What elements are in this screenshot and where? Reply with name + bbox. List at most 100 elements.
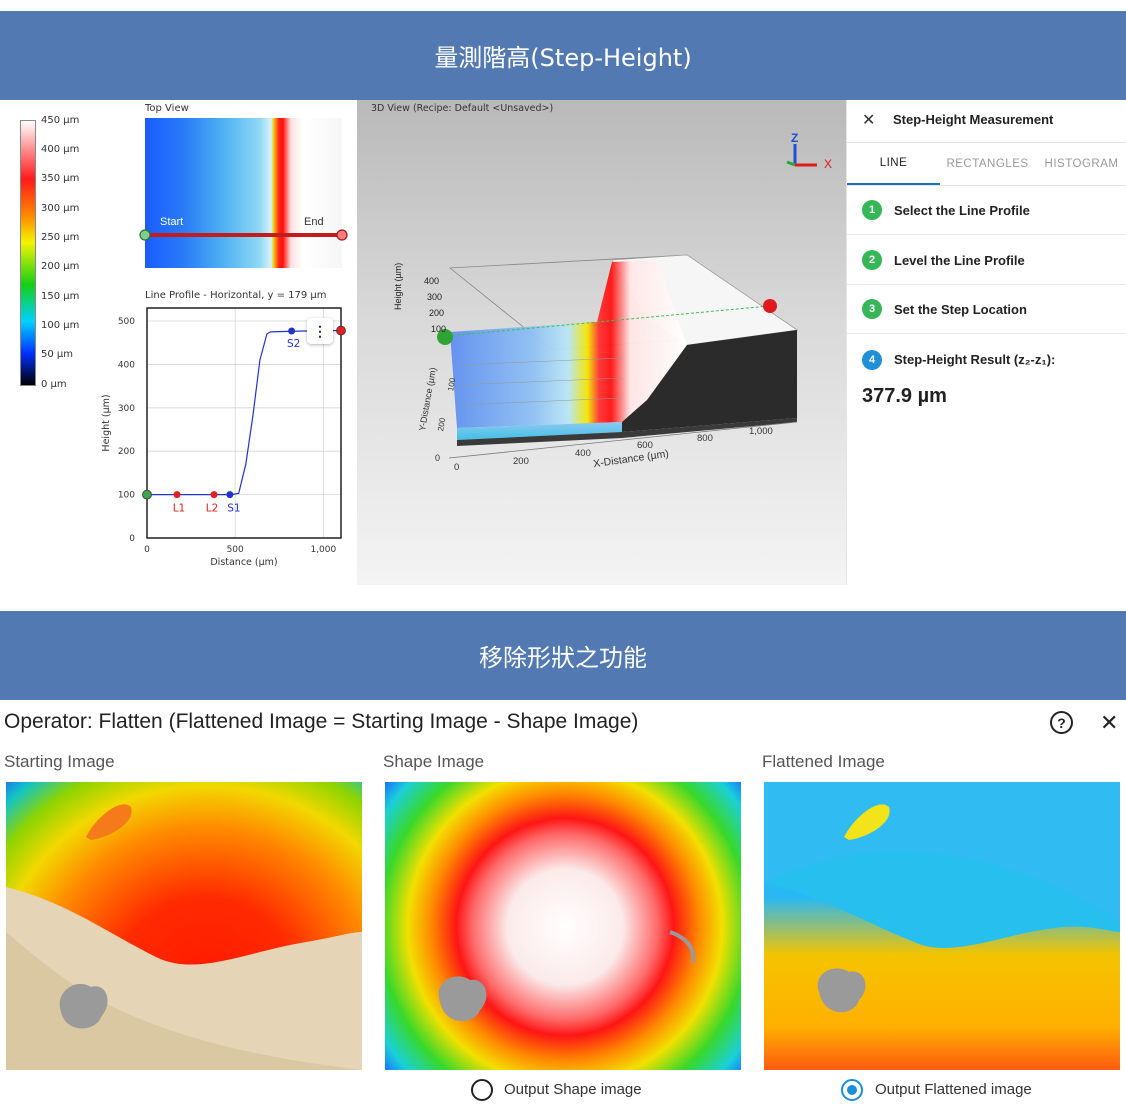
top-view-end-label: End	[304, 216, 324, 228]
marker-l1	[173, 491, 181, 499]
grid-line	[456, 397, 623, 406]
marker-l2	[210, 491, 218, 499]
marker-label: L2	[206, 503, 219, 515]
section-title: 移除形狀之功能	[479, 644, 647, 672]
profile-series-line	[147, 330, 341, 496]
profile-end-handle[interactable]	[336, 229, 348, 241]
color-scale: 450 µm 400 µm 350 µm 300 µm 250 µm 200 µ…	[20, 115, 100, 390]
color-scale-label: 100 µm	[41, 320, 80, 331]
step-number-badge: 2	[862, 250, 882, 270]
surface-base-side	[457, 418, 797, 446]
gizmo-z-label: Z	[791, 131, 799, 145]
color-scale-label: 0 µm	[41, 379, 67, 390]
profile-endpoint	[142, 489, 152, 500]
y-tick-label: 0	[129, 534, 135, 544]
marker-label: S1	[227, 503, 240, 515]
step-height-result-value: 377.9 µm	[862, 385, 947, 407]
step-select-line-profile[interactable]: 1 Select the Line Profile	[847, 186, 1126, 235]
height-tick: 400	[424, 276, 440, 286]
plot-frame	[146, 307, 342, 539]
profile-endpoint	[336, 325, 346, 336]
x-tick: 0	[454, 462, 460, 473]
panel-title: Step-Height Measurement	[893, 112, 1054, 127]
output-shape-label[interactable]: Output Shape image	[504, 1081, 642, 1098]
x-tick: 600	[637, 440, 653, 451]
x-tick: 400	[575, 448, 591, 459]
profile-end-ball[interactable]	[763, 299, 777, 313]
view3d-panel: 3D View (Recipe: Default <Unsaved>)	[357, 100, 846, 585]
surface-top	[450, 260, 687, 428]
height-tick: 100	[431, 324, 447, 334]
gizmo-y-axis	[786, 160, 796, 167]
step-height-panel: ✕ Step-Height Measurement LINE RECTANGLE…	[846, 100, 1126, 585]
step-label: Select the Line Profile	[894, 202, 1030, 218]
x-tick-label: 500	[227, 545, 244, 555]
marker-label: L1	[173, 503, 186, 515]
shape-image-label: Shape Image	[383, 752, 485, 771]
step-level-line-profile[interactable]: 2 Level the Line Profile	[847, 236, 1126, 285]
zero-label: 0	[435, 453, 441, 463]
line-profile-menu-button[interactable]: ⋮	[307, 318, 333, 344]
profile-start-handle[interactable]	[139, 229, 151, 241]
close-icon[interactable]: ✕	[862, 112, 876, 129]
color-scale-bar	[20, 120, 36, 386]
starting-image-label: Starting Image	[4, 752, 115, 771]
output-flattened-radio[interactable]	[841, 1079, 863, 1101]
marker-s2	[288, 327, 296, 335]
x-tick: 800	[697, 433, 713, 444]
marker-label: S2	[287, 338, 300, 350]
color-scale-label: 350 µm	[41, 173, 80, 184]
y-tick-label: 400	[118, 360, 135, 370]
step-set-step-location[interactable]: 3 Set the Step Location	[847, 285, 1126, 334]
output-shape-radio[interactable]	[471, 1079, 493, 1101]
grid-line	[456, 377, 623, 386]
shape-image	[385, 782, 741, 1070]
view3d-scene	[437, 144, 817, 459]
surface-base	[622, 330, 797, 432]
help-circle-icon[interactable]: ?	[1050, 711, 1073, 734]
gizmo-x-label: X	[824, 157, 833, 171]
top-view-start-label: Start	[160, 216, 184, 228]
section-title: 量測階高(Step-Height)	[434, 44, 692, 72]
surface-front-face	[457, 422, 622, 440]
step-label: Step-Height Result (z₂-z₁):	[894, 352, 1056, 367]
color-scale-label: 450 µm	[41, 115, 80, 126]
line-profile-title: Line Profile - Horizontal, y = 179 µm	[145, 290, 327, 301]
more-vertical-icon: ⋮	[313, 322, 327, 339]
section-banner-remove-shape: 移除形狀之功能	[0, 611, 1126, 700]
output-flattened-label[interactable]: Output Flattened image	[875, 1081, 1032, 1098]
step-label: Set the Step Location	[894, 301, 1027, 317]
color-scale-label: 50 µm	[41, 349, 74, 360]
starting-image	[6, 782, 362, 1070]
color-scale-label: 150 µm	[41, 291, 80, 302]
tab-histogram[interactable]: HISTOGRAM	[1044, 158, 1119, 170]
x-tick-label: 0	[144, 545, 150, 555]
close-icon[interactable]: ✕	[1100, 710, 1119, 735]
y-tick-label: 200	[118, 447, 135, 457]
y-tick-label: 500	[118, 317, 135, 327]
top-view-image	[145, 118, 342, 268]
x-tick: 200	[513, 456, 529, 467]
x-tick: 1,000	[749, 426, 773, 437]
y-tick-label: 100	[118, 491, 135, 501]
view3d-title: 3D View (Recipe: Default <Unsaved>)	[371, 103, 554, 114]
flattened-image-label: Flattened Image	[762, 752, 885, 771]
step-number-badge: 3	[862, 299, 882, 319]
tab-rectangles[interactable]: RECTANGLES	[946, 158, 1029, 170]
y-tick-label: 300	[118, 404, 135, 414]
profile-start-ball[interactable]	[437, 329, 453, 345]
step-number-badge: 1	[862, 200, 882, 220]
color-scale-label: 300 µm	[41, 203, 80, 214]
flattened-image	[764, 782, 1120, 1070]
step-number-badge: 4	[862, 349, 882, 370]
grid-line	[456, 357, 623, 366]
top-view-line-overlay	[139, 229, 348, 241]
section-banner-step-height: 量測階高(Step-Height)	[0, 11, 1126, 100]
color-scale-label: 250 µm	[41, 232, 80, 243]
x-axis-label: Distance (µm)	[210, 557, 277, 568]
x-axis-line	[448, 421, 798, 459]
operator-title: Operator: Flatten (Flattened Image = Sta…	[4, 710, 639, 733]
height-tick: 200	[429, 308, 445, 318]
tab-line[interactable]: LINE	[847, 143, 940, 185]
x-tick-label: 1,000	[310, 545, 336, 555]
